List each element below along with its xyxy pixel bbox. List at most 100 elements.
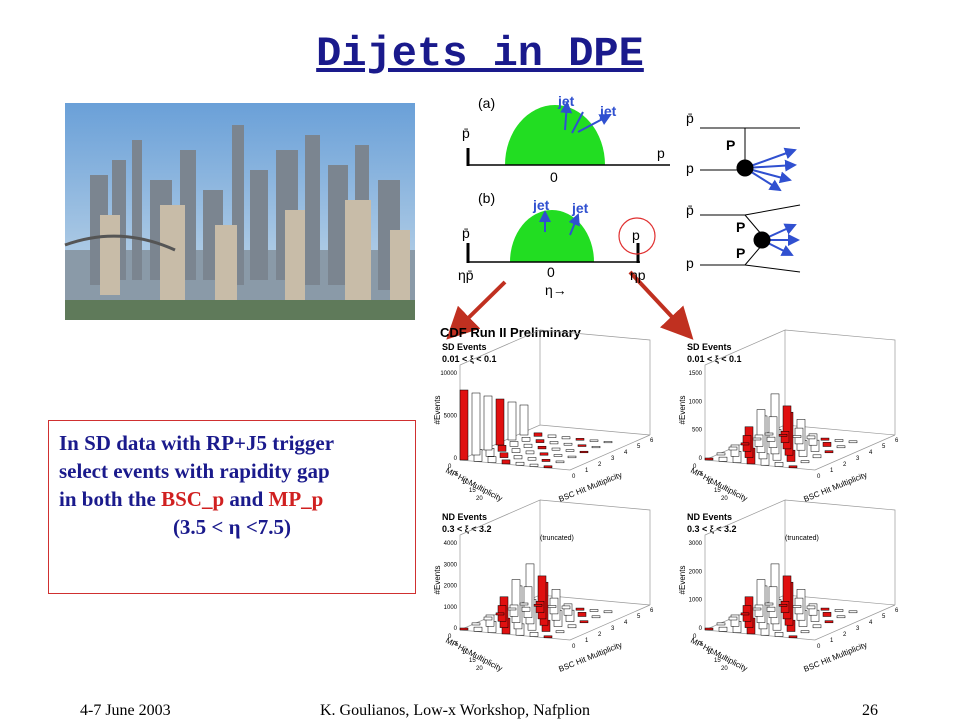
x-tick-label: 0 [448,634,452,640]
y-axis-label: #Events [433,566,442,595]
lego-bar [848,610,858,614]
lego-bar [459,627,469,631]
y-tick-label: 5000 [444,414,458,420]
text-line: (3.5 < η <7.5) [172,515,292,539]
lego-bar [728,616,738,621]
z-tick-label: 6 [650,608,654,614]
lego-bar [473,626,483,632]
label: p [686,160,694,176]
plot-note: (truncated) [540,535,574,542]
z-tick-label: 1 [830,468,834,474]
z-tick-label: 5 [882,444,886,450]
y-tick-label: 1000 [689,399,703,405]
y-tick-label: 500 [692,428,703,434]
lego-bar [716,452,726,456]
lego-bar [752,437,762,441]
x-tick-label: 10 [462,650,469,656]
lego-bar [565,449,575,452]
lego-bar [543,465,553,469]
y-tick-label: 0 [454,456,458,462]
y-tick-label: 2000 [444,584,458,590]
lego-bar [551,447,561,451]
lego-bar [579,450,589,454]
x-axis-label: MP Hit Multiplicity [444,466,504,504]
lego-bar [553,454,563,457]
y-tick-label: 1500 [689,371,703,377]
x-axis-label: MP Hit Multiplicity [689,466,749,504]
z-tick-label: 3 [611,626,615,632]
z-tick-label: 5 [637,614,641,620]
lego-bar [591,446,601,449]
lego-bar [483,616,493,621]
lego-bar [812,454,822,459]
lego-bar [523,586,533,618]
x-tick-label: 20 [476,666,483,672]
lego-bar [563,603,573,616]
lego-bar [756,409,766,453]
lego-bar [567,455,577,459]
z-tick-label: 2 [598,632,602,638]
lego-bar [834,439,844,442]
lego-bar [549,441,559,445]
z-tick-label: 0 [817,644,821,650]
lego-bar [704,627,714,631]
lego-bar [547,434,557,438]
lego-bar [523,443,533,448]
lego-bar [812,624,822,629]
city-photo [64,103,415,320]
lego-bar [764,602,774,606]
label: jet [557,93,575,109]
z-axis-label: BSC Hit Multiplicity [557,470,623,504]
x-tick-label: 15 [469,488,476,494]
z-tick-label: 4 [624,620,628,626]
lego-bar [507,401,517,441]
text: and [224,487,269,511]
lego-bar [780,431,790,443]
lego-bar [561,436,571,440]
lego-bar [537,575,547,620]
lego-bar [808,603,818,616]
label: jet [532,197,550,213]
lego-bar [485,614,495,627]
x-tick-label: 5 [700,472,704,478]
lego-bar [740,612,750,616]
lego-bar [579,620,589,624]
lego-bar [603,610,613,614]
plot-title: ND Events [442,512,487,522]
lego-bar [575,607,585,611]
lego-bar [768,586,778,618]
label: p̄ [686,110,694,126]
lego-bar [511,579,521,623]
lego-bar [521,606,531,612]
z-tick-label: 3 [856,456,860,462]
label: p̄ [462,225,470,241]
lego-bar [778,434,788,437]
lego-bar [752,607,762,611]
lego-bar [497,445,507,452]
x-tick-label: 5 [455,472,459,478]
lego-bar [848,440,858,444]
y-axis-label: #Events [678,566,687,595]
lego-bar [499,452,509,458]
z-tick-label: 6 [895,608,899,614]
plot-title: SD Events [442,342,487,352]
lego-bar [589,609,599,612]
y-tick-label: 1000 [689,598,703,604]
label: ηp̄ [458,267,474,283]
text-line: In SD data with RP+J5 trigger [59,431,335,455]
lego-bar [788,465,798,469]
z-tick-label: 1 [830,638,834,644]
x-tick-label: 0 [448,464,452,470]
lego-bar [774,462,784,467]
x-tick-label: 5 [700,642,704,648]
lego-bar [754,434,764,447]
z-tick-label: 3 [856,626,860,632]
lego-bar [555,630,565,634]
label: ηp [630,267,646,283]
y-tick-label: 3000 [444,562,458,568]
x-tick-label: 15 [714,658,721,664]
lego-bar [822,612,832,617]
diagram-b [446,210,694,340]
y-tick-label: 10000 [440,371,457,377]
